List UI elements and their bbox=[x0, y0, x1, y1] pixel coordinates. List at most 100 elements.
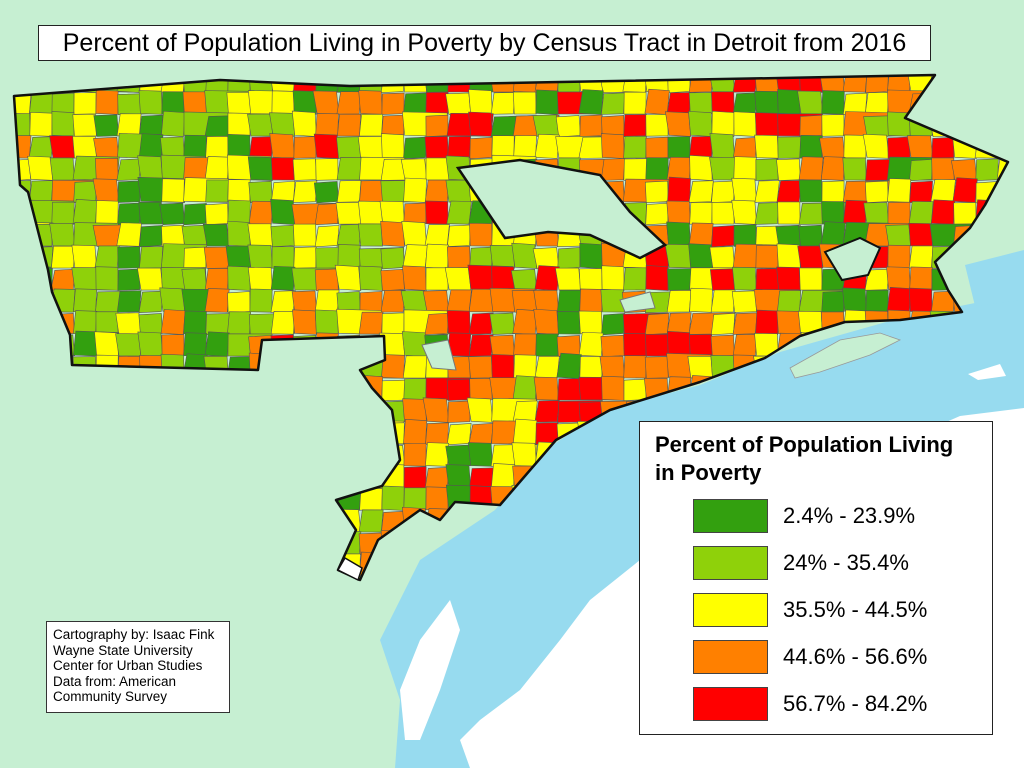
legend-swatch bbox=[693, 640, 768, 674]
census-tract bbox=[270, 265, 296, 291]
census-tract bbox=[271, 528, 317, 555]
census-tract bbox=[424, 136, 449, 159]
census-tract bbox=[600, 158, 626, 181]
census-tract bbox=[358, 265, 383, 291]
legend-class-4: 44.6% - 56.6% bbox=[693, 640, 983, 674]
census-tract bbox=[292, 379, 317, 402]
census-tract bbox=[887, 136, 911, 159]
census-tract bbox=[359, 334, 384, 358]
census-tract bbox=[665, 111, 692, 137]
census-tract bbox=[909, 180, 933, 203]
census-tract bbox=[776, 310, 801, 335]
census-tract bbox=[336, 91, 362, 115]
census-tract bbox=[72, 552, 98, 577]
census-tract bbox=[314, 418, 339, 445]
census-tract bbox=[711, 91, 735, 115]
census-tract bbox=[72, 356, 97, 379]
census-tract bbox=[271, 353, 295, 379]
legend-class-5: 56.7% - 84.2% bbox=[693, 687, 983, 721]
census-tract bbox=[380, 220, 405, 247]
legend-range-label: 2.4% - 23.9% bbox=[783, 503, 916, 528]
census-tract bbox=[29, 444, 53, 467]
census-tract bbox=[819, 75, 846, 94]
legend-range-label: 35.5% - 44.5% bbox=[783, 597, 928, 622]
census-tract bbox=[225, 245, 251, 269]
census-tract bbox=[293, 509, 339, 533]
census-tract bbox=[380, 269, 405, 292]
census-tract bbox=[402, 244, 428, 269]
legend-swatch bbox=[693, 499, 768, 533]
census-tract bbox=[952, 75, 977, 93]
census-tract bbox=[94, 487, 119, 511]
census-tract bbox=[687, 355, 713, 379]
census-tract bbox=[161, 178, 185, 203]
census-tract bbox=[314, 225, 340, 248]
census-tract bbox=[28, 136, 54, 159]
census-tract bbox=[315, 75, 339, 93]
census-tract bbox=[14, 485, 32, 511]
census-tract bbox=[51, 486, 97, 511]
credit-line: Community Survey bbox=[53, 689, 168, 704]
census-tract bbox=[315, 332, 339, 357]
census-tract bbox=[227, 265, 251, 291]
census-tract bbox=[359, 291, 383, 314]
census-tract bbox=[117, 268, 141, 291]
census-tract bbox=[117, 422, 141, 445]
census-tract bbox=[160, 75, 186, 93]
census-tract bbox=[489, 75, 516, 93]
census-tract bbox=[314, 289, 340, 313]
census-tract bbox=[777, 89, 801, 115]
census-tract bbox=[270, 573, 295, 580]
census-tract bbox=[821, 290, 845, 313]
census-tract bbox=[381, 485, 405, 511]
census-tract bbox=[315, 158, 339, 181]
census-tract bbox=[72, 507, 98, 533]
census-tract bbox=[907, 75, 934, 93]
census-tract bbox=[270, 290, 296, 313]
census-tract bbox=[137, 331, 163, 357]
legend-swatch bbox=[693, 546, 768, 580]
census-tract bbox=[137, 155, 164, 181]
census-tract bbox=[466, 397, 494, 423]
census-tract bbox=[336, 136, 361, 159]
census-tract bbox=[314, 309, 339, 335]
census-tract bbox=[469, 378, 493, 401]
census-tract bbox=[601, 375, 625, 401]
census-tract bbox=[710, 289, 736, 313]
census-tract bbox=[72, 135, 97, 159]
census-tract bbox=[512, 75, 538, 93]
census-tract bbox=[513, 91, 537, 115]
census-tract bbox=[666, 200, 691, 225]
census-tract bbox=[821, 114, 845, 137]
census-tract bbox=[14, 377, 31, 401]
census-tract bbox=[491, 265, 515, 291]
hamtramck-enclave bbox=[455, 158, 668, 260]
census-tract bbox=[314, 530, 339, 555]
census-tract bbox=[205, 573, 229, 580]
census-tract bbox=[688, 111, 713, 137]
census-tract bbox=[205, 75, 229, 94]
census-tract bbox=[842, 75, 868, 93]
census-tract bbox=[754, 180, 780, 203]
census-tract bbox=[334, 576, 362, 580]
census-tract bbox=[205, 135, 229, 159]
census-tract bbox=[359, 113, 384, 137]
census-tract bbox=[930, 90, 955, 115]
census-tract bbox=[314, 356, 339, 380]
census-tract bbox=[357, 200, 383, 225]
census-tract bbox=[358, 464, 383, 489]
detroit-city-boundary bbox=[12, 73, 1010, 582]
census-tract bbox=[49, 135, 76, 159]
census-tract bbox=[952, 177, 978, 203]
census-tract bbox=[94, 397, 120, 423]
census-tract bbox=[359, 398, 383, 423]
census-tract bbox=[183, 246, 207, 269]
census-tract bbox=[181, 268, 207, 291]
census-tract bbox=[226, 488, 252, 511]
census-tract bbox=[623, 355, 647, 379]
census-tract bbox=[468, 422, 494, 446]
census-tract bbox=[160, 466, 185, 489]
census-tract bbox=[600, 133, 625, 159]
census-tract bbox=[94, 331, 119, 357]
census-tract bbox=[315, 509, 339, 533]
